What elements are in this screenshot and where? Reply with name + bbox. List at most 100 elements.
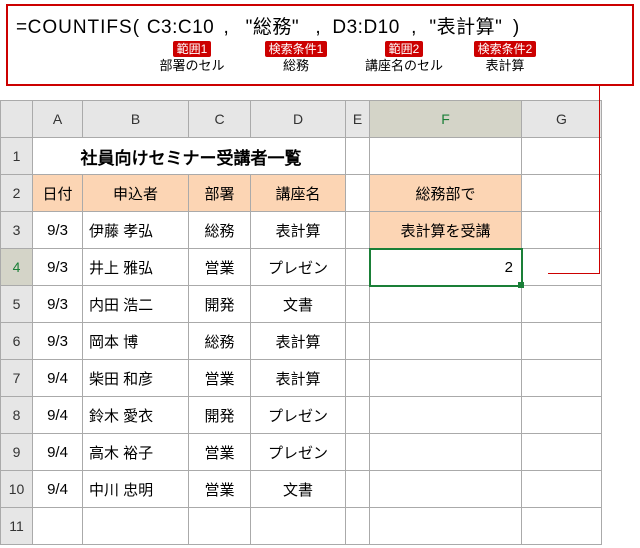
cell-E2[interactable] [346,175,370,212]
cell-B4[interactable]: 井上 雅弘 [83,249,189,286]
cell-A4[interactable]: 9/3 [33,249,83,286]
col-header-C[interactable]: C [189,101,251,138]
cell-E7[interactable] [346,360,370,397]
comma2: , [315,17,321,39]
cell-A8[interactable]: 9/4 [33,397,83,434]
cell-A6[interactable]: 9/3 [33,323,83,360]
cell-D4[interactable]: プレゼン [251,249,346,286]
cell-G7[interactable] [522,360,602,397]
cell-G2[interactable] [522,175,602,212]
comma1: , [224,17,230,39]
leader-elbow [548,273,600,274]
cell-F4-selected[interactable]: 2 [370,249,522,286]
grid-table[interactable]: A B C D E F G 1 社員向けセミナー受講者一覧 2 日付 申込者 部… [0,100,602,545]
cell-E10[interactable] [346,471,370,508]
cell-B11[interactable] [83,508,189,545]
cell-B6[interactable]: 岡本 博 [83,323,189,360]
cell-G1[interactable] [522,138,602,175]
cell-F10[interactable] [370,471,522,508]
cell-A11[interactable] [33,508,83,545]
cell-B3[interactable]: 伊藤 孝弘 [83,212,189,249]
comma3: , [411,17,417,39]
cell-C3[interactable]: 総務 [189,212,251,249]
sub-cond2: 表計算 [485,58,524,73]
cell-F5[interactable] [370,286,522,323]
hdr-date[interactable]: 日付 [33,175,83,212]
cell-D9[interactable]: プレゼン [251,434,346,471]
cell-B8[interactable]: 鈴木 愛衣 [83,397,189,434]
cell-F8[interactable] [370,397,522,434]
hdr-dept[interactable]: 部署 [189,175,251,212]
cell-C6[interactable]: 総務 [189,323,251,360]
cell-G3[interactable] [522,212,602,249]
cell-D7[interactable]: 表計算 [251,360,346,397]
cell-F9[interactable] [370,434,522,471]
formula-arg1: C3:C10 [140,17,222,39]
row-header-1[interactable]: 1 [1,138,33,175]
cell-G4[interactable] [522,249,602,286]
cell-F2[interactable]: 総務部で [370,175,522,212]
cell-G5[interactable] [522,286,602,323]
cell-A3[interactable]: 9/3 [33,212,83,249]
cell-C8[interactable]: 開発 [189,397,251,434]
cell-D10[interactable]: 文書 [251,471,346,508]
cell-B10[interactable]: 中川 忠明 [83,471,189,508]
cell-E3[interactable] [346,212,370,249]
cell-E4[interactable] [346,249,370,286]
row-header-3[interactable]: 3 [1,212,33,249]
cell-D11[interactable] [251,508,346,545]
cell-F1[interactable] [370,138,522,175]
cell-A7[interactable]: 9/4 [33,360,83,397]
cell-C9[interactable]: 営業 [189,434,251,471]
col-header-E[interactable]: E [346,101,370,138]
cell-G10[interactable] [522,471,602,508]
cell-G6[interactable] [522,323,602,360]
cell-A5[interactable]: 9/3 [33,286,83,323]
cell-G9[interactable] [522,434,602,471]
cell-C10[interactable]: 営業 [189,471,251,508]
cell-B5[interactable]: 内田 浩二 [83,286,189,323]
row-header-9[interactable]: 9 [1,434,33,471]
col-header-B[interactable]: B [83,101,189,138]
cell-G11[interactable] [522,508,602,545]
select-all-corner[interactable] [1,101,33,138]
cell-F6[interactable] [370,323,522,360]
cell-F11[interactable] [370,508,522,545]
row-header-7[interactable]: 7 [1,360,33,397]
cell-C11[interactable] [189,508,251,545]
cell-F7[interactable] [370,360,522,397]
cell-G8[interactable] [522,397,602,434]
cell-E1[interactable] [346,138,370,175]
cell-A9[interactable]: 9/4 [33,434,83,471]
col-header-A[interactable]: A [33,101,83,138]
cell-A10[interactable]: 9/4 [33,471,83,508]
cell-E9[interactable] [346,434,370,471]
row-header-10[interactable]: 10 [1,471,33,508]
cell-E6[interactable] [346,323,370,360]
row-header-6[interactable]: 6 [1,323,33,360]
row-header-4[interactable]: 4 [1,249,33,286]
cell-C5[interactable]: 開発 [189,286,251,323]
cell-D6[interactable]: 表計算 [251,323,346,360]
cell-B7[interactable]: 柴田 和彦 [83,360,189,397]
cell-D5[interactable]: 文書 [251,286,346,323]
cell-E8[interactable] [346,397,370,434]
cell-C4[interactable]: 営業 [189,249,251,286]
col-header-F[interactable]: F [370,101,522,138]
cell-E11[interactable] [346,508,370,545]
cell-D3[interactable]: 表計算 [251,212,346,249]
hdr-course[interactable]: 講座名 [251,175,346,212]
cell-C7[interactable]: 営業 [189,360,251,397]
row-header-5[interactable]: 5 [1,286,33,323]
row-header-11[interactable]: 11 [1,508,33,545]
col-header-G[interactable]: G [522,101,602,138]
cell-B9[interactable]: 高木 裕子 [83,434,189,471]
hdr-applicant[interactable]: 申込者 [83,175,189,212]
row-header-8[interactable]: 8 [1,397,33,434]
cell-D8[interactable]: プレゼン [251,397,346,434]
cell-F3[interactable]: 表計算を受講 [370,212,522,249]
row-header-2[interactable]: 2 [1,175,33,212]
col-header-D[interactable]: D [251,101,346,138]
title-cell[interactable]: 社員向けセミナー受講者一覧 [33,138,346,175]
cell-E5[interactable] [346,286,370,323]
